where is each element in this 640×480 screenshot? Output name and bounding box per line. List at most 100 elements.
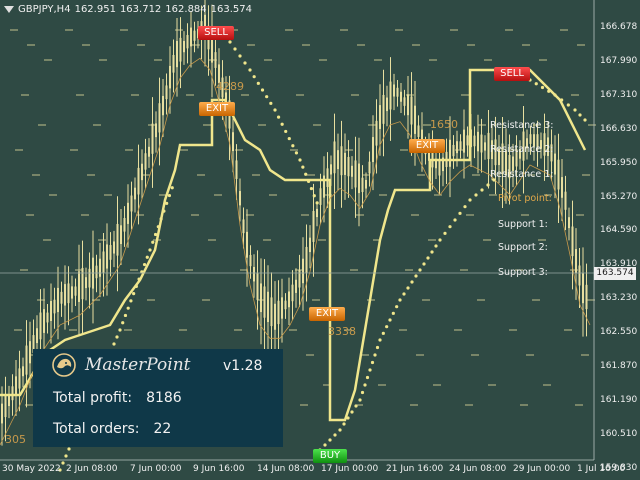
trailing-stop-dot (260, 88, 265, 92)
trailing-stop-dot (474, 193, 478, 197)
trailing-stop-dot (350, 410, 354, 414)
candle-body (407, 94, 409, 116)
candle-body (575, 249, 577, 273)
candle-body (302, 258, 304, 284)
candle-body (512, 156, 514, 171)
trailing-stop-dot (291, 144, 295, 148)
trailing-stop-dot (273, 108, 277, 112)
trailing-stop-dot (534, 82, 538, 86)
trailing-stop-dot (170, 186, 174, 190)
candle-body (396, 87, 399, 97)
trailing-stop-dot (354, 404, 358, 408)
candle-body (85, 277, 87, 289)
candle-body (491, 140, 493, 160)
candle-body (515, 149, 518, 167)
trailing-stop-dot (159, 217, 163, 221)
sell-signal-1[interactable]: SELL (198, 26, 234, 40)
trailing-stop-dot (309, 186, 314, 191)
candle-body (333, 141, 336, 174)
exit-signal-3[interactable]: EXIT (409, 139, 445, 153)
trailing-stop-dot (298, 158, 302, 162)
trailing-stop-dot (358, 398, 362, 402)
candle-body (358, 163, 360, 194)
candle-body (260, 283, 262, 313)
trailing-stop-dot (342, 422, 346, 426)
trailing-stop-dot (238, 54, 242, 58)
open-price: 162.951 (74, 4, 116, 15)
candle-body (39, 312, 42, 340)
buy-signal[interactable]: BUY (313, 449, 347, 463)
candle-body (312, 210, 315, 242)
candle-body (186, 34, 189, 49)
time-tick-label: 14 Jun 08:00 (257, 464, 315, 474)
header-dropdown-icon[interactable] (4, 6, 14, 13)
candle-body (277, 300, 280, 325)
trade-result-3: 3338 (328, 325, 356, 338)
candle-body (50, 301, 52, 321)
candle-body (141, 163, 143, 181)
candle-body (11, 386, 14, 401)
candle-body (53, 299, 56, 314)
pivot-point-label: Pivot point: (498, 193, 552, 204)
candle-body (32, 335, 35, 353)
total-profit-value: 8186 (146, 390, 182, 406)
candle-body (582, 273, 584, 304)
candle-body (249, 255, 252, 267)
trailing-stop-dot (162, 209, 166, 213)
trailing-stop-dot (151, 240, 155, 244)
candle-body (295, 279, 297, 293)
high-price: 163.712 (119, 4, 162, 15)
candle-body (29, 341, 31, 364)
candle-body (529, 134, 532, 144)
candlesticks (1, 0, 588, 446)
price-tick-label: 165.950 (600, 157, 638, 168)
exit-signal-2[interactable]: EXIT (309, 307, 345, 321)
candle-body (123, 218, 126, 232)
trailing-stop-dot (370, 360, 375, 365)
candle-body (74, 286, 77, 296)
candle-body (155, 123, 157, 138)
low-price: 162.884 (165, 4, 207, 15)
trailing-stop-dot (333, 433, 337, 437)
candle-body (316, 208, 318, 218)
trailing-stop-dot (458, 211, 462, 215)
candle-body (442, 157, 444, 172)
exit-signal-1[interactable]: EXIT (199, 102, 235, 116)
trailing-stop-dot (410, 280, 414, 284)
price-tick-label: 163.230 (600, 293, 638, 304)
trailing-stop-dot (287, 136, 291, 141)
candle-body (95, 265, 98, 279)
candle-body (116, 223, 119, 256)
trailing-stop-dot (228, 40, 232, 44)
support-1-label: Support 1: (498, 219, 548, 230)
support-3-label: Support 3: (498, 267, 548, 278)
candle-body (127, 202, 129, 224)
candle-body (246, 231, 248, 258)
trailing-stop-dot (312, 194, 316, 198)
candle-body (578, 265, 581, 286)
close-price: 163.574 (210, 4, 253, 15)
price-tick-label: 159.830 (600, 462, 638, 473)
sell-signal-2[interactable]: SELL (494, 67, 530, 81)
candle-body (519, 148, 521, 159)
trailing-stop-dot (375, 345, 380, 350)
candle-body (270, 297, 273, 327)
chart-header: GBPJPY,H4 162.951 163.712 162.884 163.57… (4, 4, 252, 15)
trailing-stop-dot (132, 292, 136, 296)
candle-body (368, 161, 371, 174)
candle-body (526, 138, 528, 149)
candle-body (487, 132, 490, 160)
trailing-stop-dot (243, 61, 247, 65)
candle-body (1, 403, 3, 424)
candle-body (382, 94, 385, 124)
candle-body (137, 167, 140, 195)
support-2-label: Support 2: (498, 242, 548, 253)
candle-body (162, 95, 164, 116)
total-profit-row: Total profit: 8186 (53, 390, 182, 406)
trade-result-1: 4289 (216, 80, 244, 93)
trailing-stop-dot (142, 262, 147, 267)
trailing-stop-dot (129, 299, 133, 303)
candle-body (15, 376, 17, 395)
candle-body (60, 291, 63, 304)
